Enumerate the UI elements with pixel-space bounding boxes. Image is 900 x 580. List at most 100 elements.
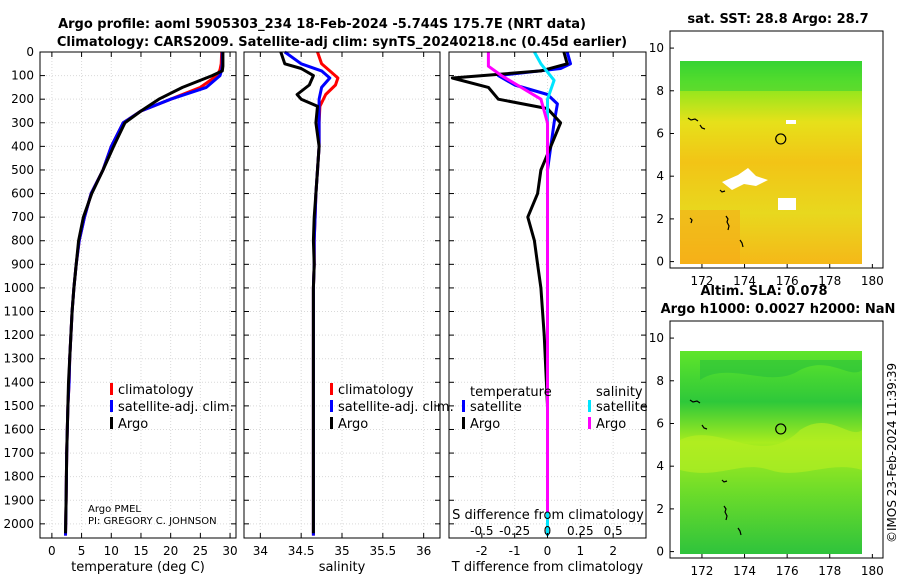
series-line-s-argo (486, 52, 549, 512)
series-line-satellite-adj-clim- (64, 52, 224, 536)
legend-title-salinity: salinity (596, 385, 643, 400)
legend-swatch-1 (330, 400, 333, 412)
map-y-tick-label: 8 (656, 374, 664, 388)
legend-label-1: satellite-adj. clim. (118, 400, 234, 415)
legend-swatch-1 (462, 417, 465, 429)
plot-frame (39, 51, 237, 539)
s-tick-label: -0.25 (499, 524, 530, 538)
map-y-tick-label: 0 (656, 545, 664, 559)
sst-map-north-band (680, 61, 862, 91)
sla-map-title-line1: Altim. SLA: 0.078 (701, 284, 828, 299)
map-y-tick-label: 2 (656, 502, 664, 516)
sla-map (680, 351, 862, 554)
main-title-line1: Argo profile: aoml 5905303_234 18-Feb-20… (58, 17, 586, 32)
legend-swatch-1 (588, 417, 591, 429)
x-tick-label: 0 (48, 544, 56, 558)
y-tick-label: 400 (11, 139, 34, 153)
x-tick-label: 10 (104, 544, 119, 558)
legend-label-1: Argo (596, 417, 626, 432)
map-y-tick-label: 10 (649, 41, 664, 55)
x-tick-label: 25 (193, 544, 208, 558)
map-y-tick-label: 6 (656, 126, 664, 140)
x-tick-label: 36 (416, 544, 431, 558)
sla-map-ridge (680, 422, 862, 473)
map-x-tick-label: 172 (690, 564, 713, 578)
legend-label-2: Argo (118, 417, 148, 432)
map-y-tick-label: 10 (649, 331, 664, 345)
map-y-tick-label: 6 (656, 416, 664, 430)
map-x-tick-label: 176 (776, 564, 799, 578)
sst-map (680, 61, 862, 264)
argo-position-marker (775, 423, 787, 435)
s-tick-label: 0 (544, 524, 552, 538)
argo-position-marker (775, 133, 787, 145)
legend-swatch-2 (110, 417, 113, 429)
map-y-tick-label: 0 (656, 255, 664, 269)
difference-panel: -2 -1 0 1 2 T difference from climatology S di… (448, 51, 648, 575)
y-tick-label: 1200 (3, 328, 34, 342)
map-frame (669, 30, 884, 269)
y-tick-label: 600 (11, 187, 34, 201)
y-tick-label: 500 (11, 163, 34, 177)
map-x-tick-label: 176 (776, 274, 799, 288)
legend-label-1: satellite-adj. clim. (338, 400, 454, 415)
legend-swatch-0 (330, 383, 333, 395)
x-tick-label: 20 (163, 544, 178, 558)
x-tick-label: 2 (609, 544, 617, 558)
legend-swatch-0 (588, 400, 591, 412)
x-tick-label: -1 (509, 544, 521, 558)
map-x-tick-label: 180 (861, 274, 884, 288)
legend-swatch-2 (330, 417, 333, 429)
legend-label-0: satellite (596, 400, 648, 415)
series-line-t-argo (450, 51, 569, 534)
legend-swatch-1 (110, 400, 113, 412)
sst-map-cloud-gap (722, 168, 768, 190)
legend-swatch-0 (462, 400, 465, 412)
y-tick-label: 1600 (3, 422, 34, 436)
legend-label-0: climatology (338, 383, 414, 398)
x-axis-label: salinity (319, 560, 366, 575)
imos-stamp: ©IMOS 23-Feb-2024 11:39:39 (885, 363, 899, 543)
sla-map-trough (700, 360, 862, 380)
sst-map-axes: 172 174 176 178 180 0 2 4 6 8 10 (649, 30, 884, 288)
x-tick-label: 5 (78, 544, 86, 558)
y-tick-label: 1900 (3, 493, 34, 507)
y-tick-label: 800 (11, 234, 34, 248)
y-tick-label: 1400 (3, 375, 34, 389)
credit-line2: PI: GREGORY C. JOHNSON (88, 516, 217, 527)
x-tick-label: 0 (544, 544, 552, 558)
x-tick-label: -2 (476, 544, 488, 558)
y-tick-label: 1000 (3, 281, 34, 295)
map-x-tick-label: 172 (690, 274, 713, 288)
map-y-tick-label: 4 (656, 459, 664, 473)
series-line-argo (279, 51, 321, 534)
x-axis-label: temperature (deg C) (71, 560, 205, 575)
x-tick-label: 1 (577, 544, 585, 558)
map-x-tick-label: 174 (733, 274, 756, 288)
x-axis-label: T difference from climatology (451, 560, 644, 575)
map-x-tick-label: 178 (818, 564, 841, 578)
y-tick-label: 200 (11, 92, 34, 106)
sst-map-title: sat. SST: 28.8 Argo: 28.7 (687, 12, 868, 27)
sst-map-islands (687, 117, 744, 248)
map-x-tick-label: 174 (733, 564, 756, 578)
x-tick-label: 35.5 (369, 544, 396, 558)
salinity-panel: 34 34.5 35 35.5 36 salinity climatology satelli… (243, 50, 454, 575)
sla-map-islands (689, 399, 742, 536)
y-tick-label: 1300 (3, 352, 34, 366)
sst-map-cloud-gap-3 (786, 120, 796, 124)
legend-label-2: Argo (338, 417, 368, 432)
sst-map-warm-patch (680, 210, 740, 264)
series-line-argo (64, 52, 225, 534)
legend-label-1: Argo (470, 417, 500, 432)
x-tick-label: 35 (334, 544, 349, 558)
y-tick-label: 1800 (3, 470, 34, 484)
sla-map-title-line2: Argo h1000: 0.0027 h2000: NaN (661, 302, 896, 317)
series-line-s-satellite (533, 51, 556, 536)
series-line-climatology (64, 51, 224, 536)
s-tick-label: 0.25 (567, 524, 594, 538)
credit-line1: Argo PMEL (88, 504, 141, 515)
s-tick-label: -0.5 (470, 524, 493, 538)
series-line-satellite-adj-clim- (283, 50, 332, 536)
